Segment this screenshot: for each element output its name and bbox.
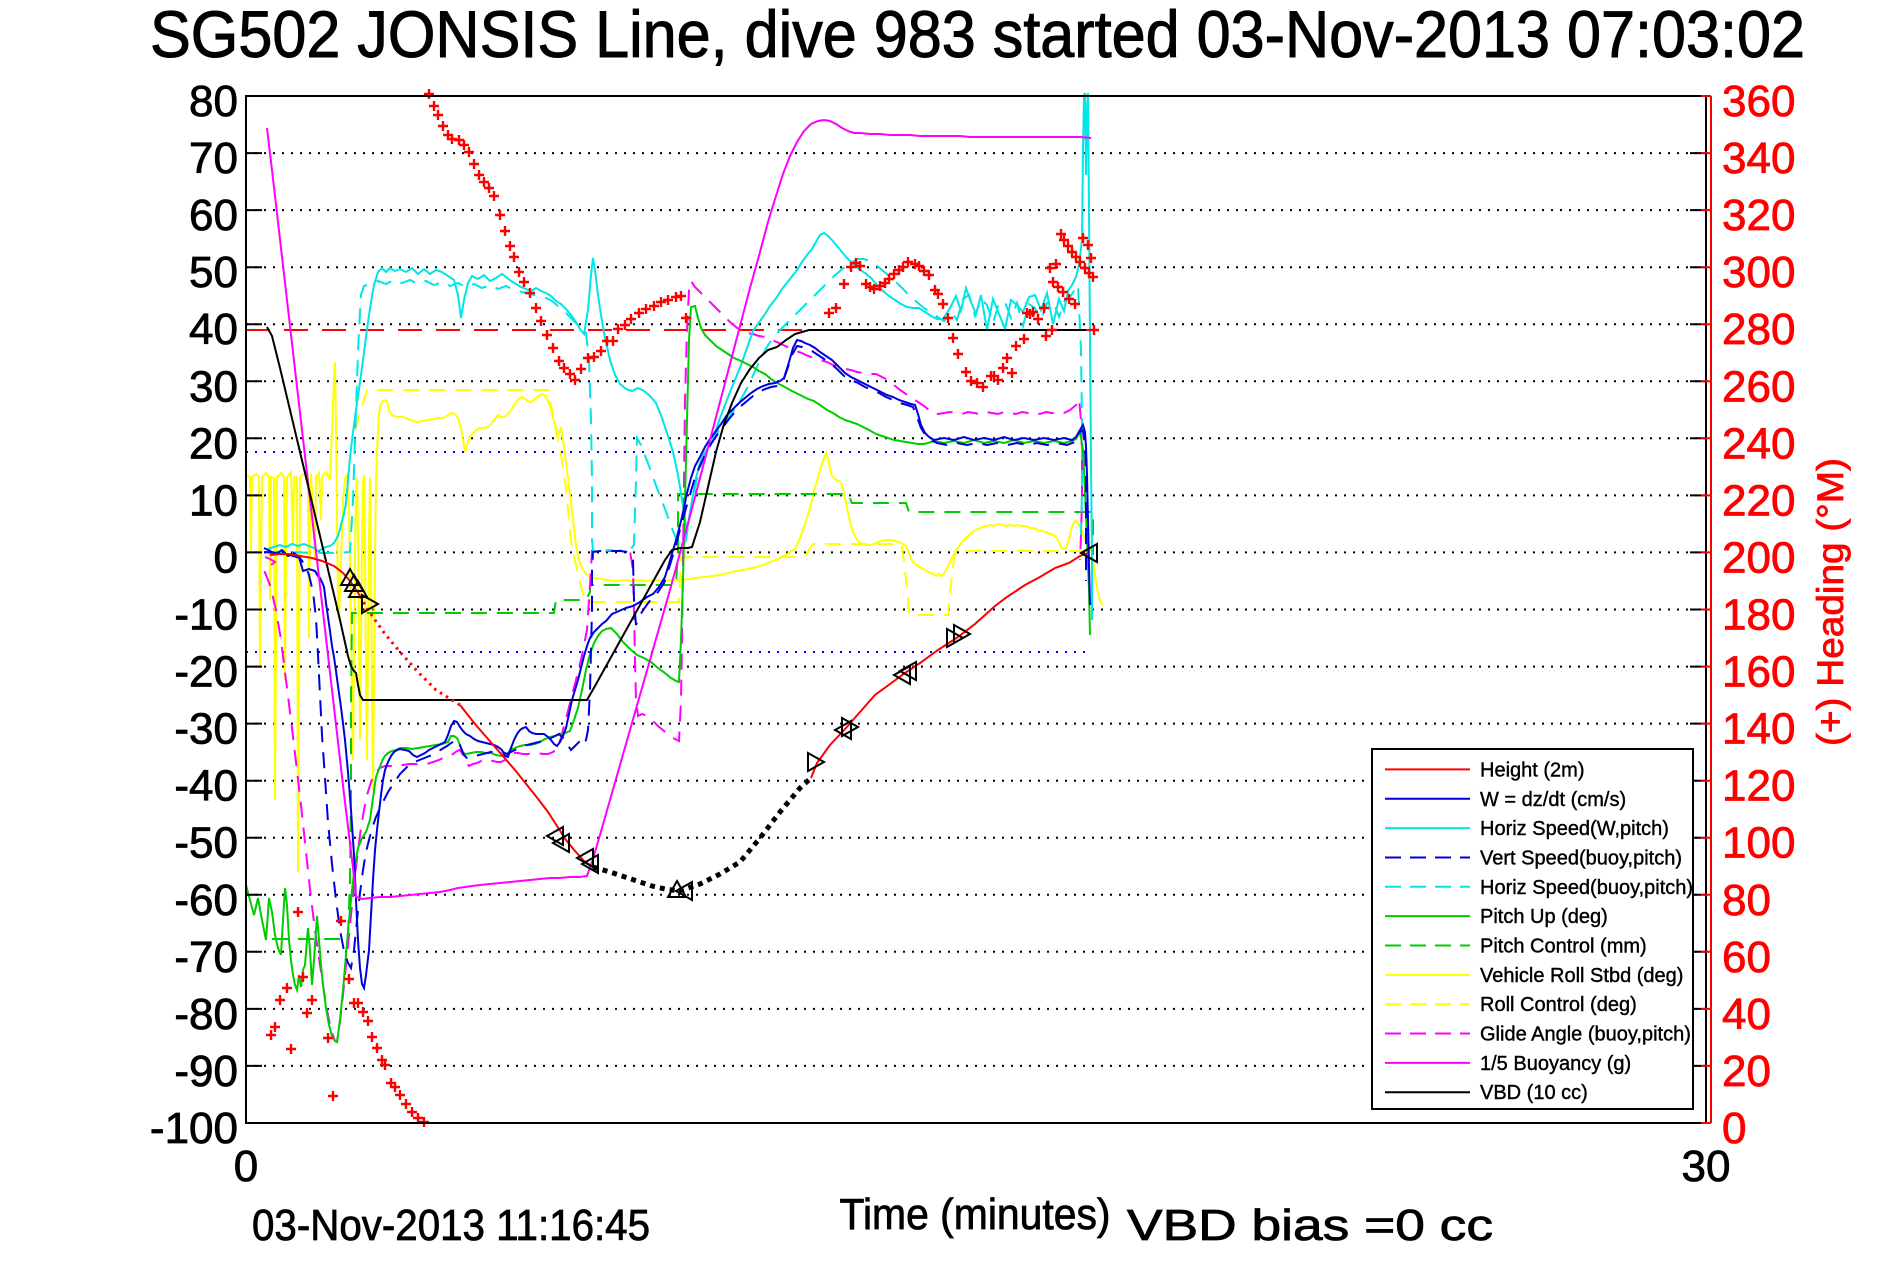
svg-text:-80: -80 bbox=[174, 990, 238, 1039]
svg-text:Glide Angle (buoy,pitch): Glide Angle (buoy,pitch) bbox=[1480, 1024, 1691, 1046]
svg-text:VBD (10 cc): VBD (10 cc) bbox=[1480, 1082, 1588, 1104]
svg-text:SG502 JONSIS Line, dive 983 st: SG502 JONSIS Line, dive 983 started 03-N… bbox=[150, 0, 1805, 71]
svg-text:180: 180 bbox=[1722, 591, 1795, 640]
svg-text:120: 120 bbox=[1722, 762, 1795, 811]
svg-text:Time (minutes): Time (minutes) bbox=[840, 1190, 1111, 1239]
svg-text:30: 30 bbox=[1682, 1142, 1731, 1191]
svg-text:Vehicle Roll Stbd (deg): Vehicle Roll Stbd (deg) bbox=[1480, 965, 1683, 987]
svg-text:20: 20 bbox=[1722, 1047, 1771, 1096]
svg-text:Pitch Up (deg): Pitch Up (deg) bbox=[1480, 906, 1608, 928]
svg-text:260: 260 bbox=[1722, 362, 1795, 411]
svg-text:40: 40 bbox=[189, 305, 238, 354]
svg-text:140: 140 bbox=[1722, 705, 1795, 754]
svg-text:300: 300 bbox=[1722, 248, 1795, 297]
svg-text:1/5 Buoyancy (g): 1/5 Buoyancy (g) bbox=[1480, 1053, 1631, 1075]
svg-text:280: 280 bbox=[1722, 305, 1795, 354]
svg-text:-60: -60 bbox=[174, 876, 238, 925]
svg-text:Vert Speed(buoy,pitch): Vert Speed(buoy,pitch) bbox=[1480, 848, 1682, 870]
svg-text:240: 240 bbox=[1722, 419, 1795, 468]
svg-text:-90: -90 bbox=[174, 1047, 238, 1096]
svg-text:W = dz/dt (cm/s): W = dz/dt (cm/s) bbox=[1480, 789, 1626, 811]
svg-text:360: 360 bbox=[1722, 77, 1795, 126]
svg-text:30: 30 bbox=[189, 362, 238, 411]
svg-text:80: 80 bbox=[189, 77, 238, 126]
svg-text:340: 340 bbox=[1722, 134, 1795, 183]
svg-text:80: 80 bbox=[1722, 876, 1771, 925]
svg-text:320: 320 bbox=[1722, 191, 1795, 240]
svg-text:Height (2m): Height (2m) bbox=[1480, 759, 1584, 781]
svg-text:-50: -50 bbox=[174, 819, 238, 868]
svg-text:Roll Control (deg): Roll Control (deg) bbox=[1480, 994, 1637, 1016]
svg-text:10: 10 bbox=[189, 476, 238, 525]
svg-text:40: 40 bbox=[1722, 990, 1771, 1039]
svg-text:-30: -30 bbox=[174, 705, 238, 754]
svg-text:-10: -10 bbox=[174, 591, 238, 640]
svg-text:20: 20 bbox=[189, 419, 238, 468]
svg-text:70: 70 bbox=[189, 134, 238, 183]
svg-text:Pitch Control (mm): Pitch Control (mm) bbox=[1480, 936, 1647, 958]
svg-text:-20: -20 bbox=[174, 648, 238, 697]
svg-text:03-Nov-2013 11:16:45: 03-Nov-2013 11:16:45 bbox=[252, 1201, 650, 1250]
svg-text:(+) Heading (°M): (+) Heading (°M) bbox=[1810, 458, 1851, 746]
svg-text:50: 50 bbox=[189, 248, 238, 297]
svg-text:0: 0 bbox=[214, 533, 238, 582]
svg-text:-40: -40 bbox=[174, 762, 238, 811]
svg-text:0: 0 bbox=[234, 1142, 258, 1191]
svg-text:60: 60 bbox=[189, 191, 238, 240]
svg-text:-70: -70 bbox=[174, 933, 238, 982]
svg-text:Horiz Speed(buoy,pitch): Horiz Speed(buoy,pitch) bbox=[1480, 877, 1693, 899]
svg-text:Horiz Speed(W,pitch): Horiz Speed(W,pitch) bbox=[1480, 818, 1669, 840]
svg-text:200: 200 bbox=[1722, 533, 1795, 582]
svg-text:160: 160 bbox=[1722, 648, 1795, 697]
svg-text:100: 100 bbox=[1722, 819, 1795, 868]
svg-text:60: 60 bbox=[1722, 933, 1771, 982]
svg-text:-100: -100 bbox=[150, 1104, 238, 1153]
svg-text:220: 220 bbox=[1722, 476, 1795, 525]
svg-text:0: 0 bbox=[1722, 1104, 1746, 1153]
svg-text:VBD bias =0 cc: VBD bias =0 cc bbox=[1127, 1201, 1493, 1250]
